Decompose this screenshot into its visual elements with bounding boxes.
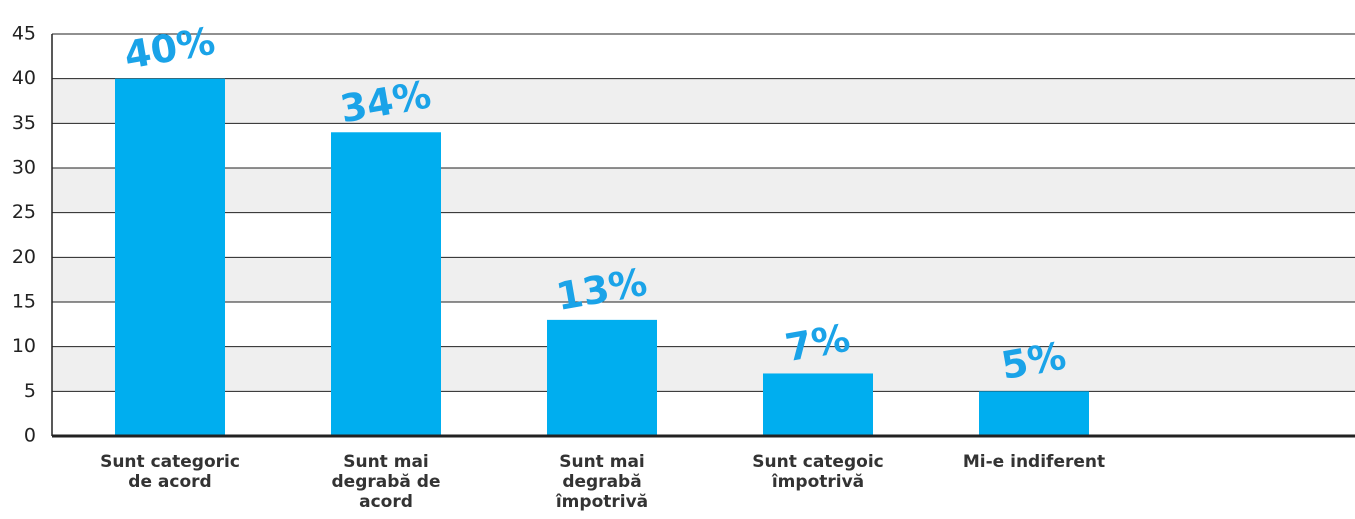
- grid-band: [52, 168, 1355, 213]
- bar: [979, 391, 1089, 436]
- y-tick-label: 0: [24, 425, 36, 447]
- grid-band: [52, 78, 1355, 124]
- grid-band: [52, 346, 1355, 392]
- x-tick-label: Mi-e indiferent: [962, 452, 1106, 472]
- bar: [331, 132, 441, 436]
- y-tick-label: 15: [12, 291, 36, 313]
- y-tick-label: 30: [12, 157, 36, 179]
- x-tick-label: Sunt categoric de acord: [100, 452, 240, 492]
- y-tick-label: 40: [12, 67, 36, 89]
- bar: [763, 373, 873, 436]
- bar: [547, 319, 657, 436]
- x-tick-label: Sunt mai degrabă împotrivă: [555, 452, 649, 512]
- y-tick-label: 35: [12, 112, 36, 134]
- bar: [115, 78, 225, 437]
- y-tick-label: 25: [12, 201, 36, 223]
- grid-band: [52, 257, 1355, 302]
- y-tick-label: 10: [12, 335, 36, 357]
- x-tick-label: Sunt mai degrabă de acord: [331, 452, 441, 512]
- data-label: 40%: [121, 19, 218, 78]
- y-tick-label: 20: [12, 246, 36, 268]
- x-tick-label: Sunt categoic împotrivă: [752, 452, 884, 492]
- y-tick-label: 45: [12, 23, 36, 45]
- y-tick-label: 5: [24, 380, 36, 402]
